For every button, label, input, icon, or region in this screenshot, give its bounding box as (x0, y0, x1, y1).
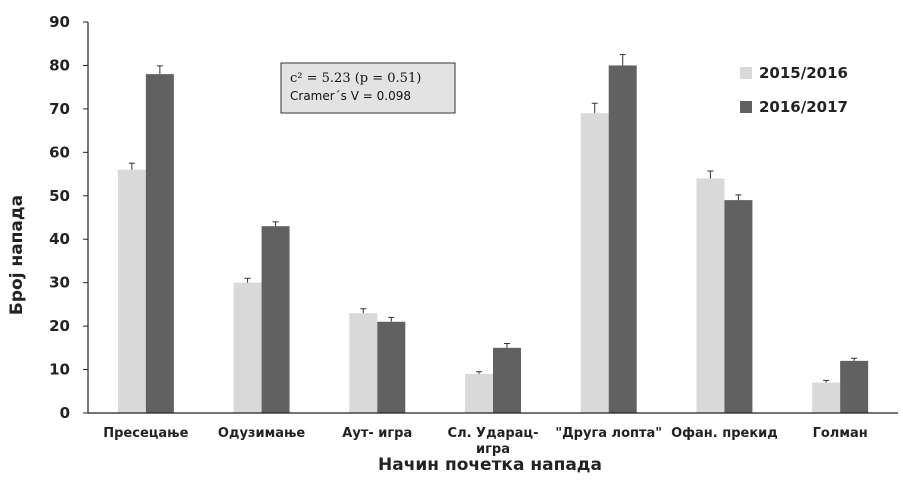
bar-2016/2017 (724, 200, 753, 413)
category-label: Пресецање (103, 426, 188, 441)
bar-2016/2017 (840, 360, 869, 413)
bar-2015/2016 (812, 382, 841, 413)
bar-2015/2016 (580, 113, 609, 413)
category-label: Голман (813, 426, 868, 441)
y-tick-label: 80 (49, 56, 70, 74)
x-axis-title: Начин почетка напада (378, 455, 602, 475)
bar-2015/2016 (233, 282, 262, 413)
category-label: Сл. Ударац-игра (448, 426, 539, 457)
y-axis-title: Број напада (7, 195, 27, 315)
category-label: Офан. прекид (671, 426, 778, 441)
category-label: Одузимање (218, 426, 306, 441)
bar-2015/2016 (117, 169, 146, 413)
bar-2016/2017 (377, 321, 406, 413)
stat-annotation-line2: Cramer´s V = 0.098 (290, 89, 411, 103)
y-tick-label: 90 (49, 13, 70, 31)
y-axis-ticks: 0 10 20 30 40 50 60 70 80 90 (49, 13, 88, 422)
bar-2016/2017 (608, 65, 637, 413)
y-tick-label: 60 (49, 143, 70, 161)
legend-label: 2016/2017 (759, 98, 848, 116)
bar-2016/2017 (493, 347, 521, 413)
y-tick-label: 10 (49, 361, 70, 379)
y-tick-label: 50 (49, 187, 70, 205)
legend-swatch (740, 101, 752, 113)
bar-2016/2017 (261, 226, 290, 413)
legend-label: 2015/2016 (759, 64, 848, 82)
category-labels: Пресецање Одузимање Аут- игра Сл. Ударац-иг… (103, 426, 867, 457)
bar-2016/2017 (145, 74, 174, 413)
stat-annotation-line1: c² = 5.23 (p = 0.51) (290, 71, 421, 86)
bars-group (117, 54, 869, 413)
y-tick-label: 0 (60, 404, 70, 422)
y-tick-label: 30 (49, 274, 70, 292)
bar-2015/2016 (696, 178, 725, 413)
category-label: "Друга лопта" (555, 426, 662, 441)
stat-annotation-box: c² = 5.23 (p = 0.51) Cramer´s V = 0.098 (280, 62, 456, 114)
bar-2015/2016 (465, 373, 493, 413)
bar-2015/2016 (349, 313, 378, 413)
y-tick-label: 20 (49, 317, 70, 335)
legend: 2015/2016 2016/2017 (740, 64, 848, 116)
category-label: Аут- игра (342, 426, 412, 441)
y-tick-label: 40 (49, 230, 70, 248)
legend-swatch (740, 67, 752, 79)
y-tick-label: 70 (49, 100, 70, 118)
